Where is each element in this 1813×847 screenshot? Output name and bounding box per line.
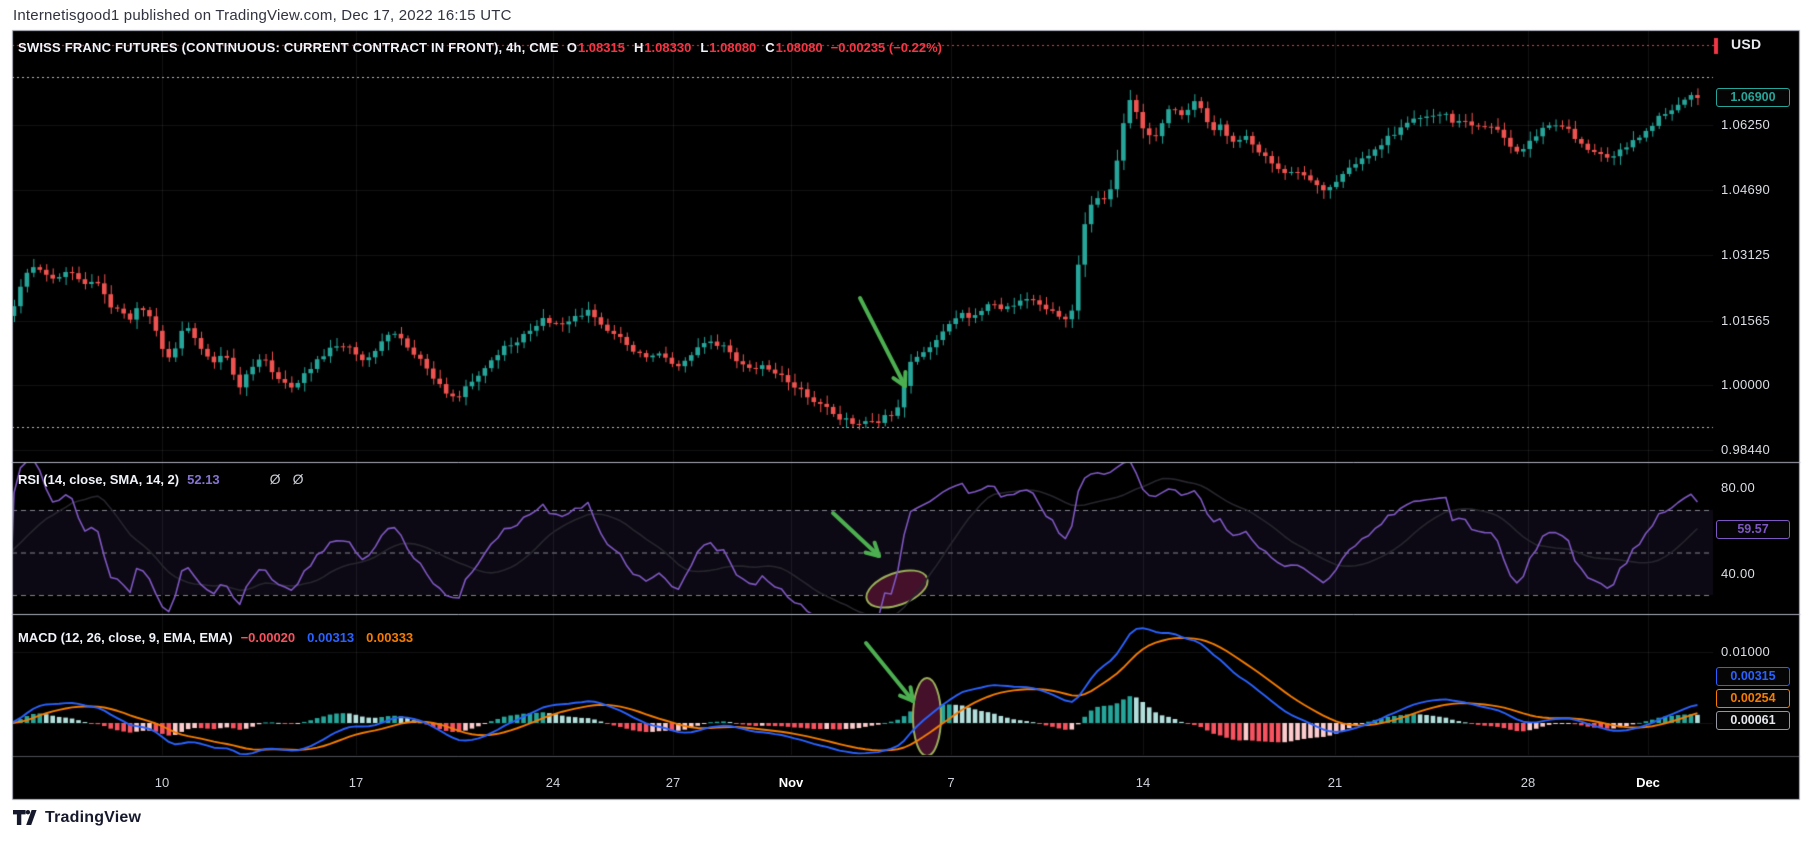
ohlc-item: L 1.08080 <box>700 40 756 55</box>
axis-price-label: 1.03125 <box>1721 247 1771 262</box>
macd-value: 0.00333 <box>366 630 414 645</box>
change-value: −0.00235 (−0.22%) <box>830 40 942 55</box>
ohlc-values: O 1.08315 H 1.08330 L 1.08080 C 1.08080 <box>567 40 823 55</box>
ohlc-number: 1.08330 <box>644 40 692 55</box>
macd-value: −0.00020 <box>240 630 296 645</box>
axis-price-label: 1.00000 <box>1721 377 1771 392</box>
macd-pane-legend: MACD (12, 26, close, 9, EMA, EMA) −0.000… <box>18 630 413 645</box>
ohlc-letter: H <box>633 40 644 55</box>
symbol-title: SWISS FRANC FUTURES (CONTINUOUS: CURRENT… <box>18 40 559 55</box>
ohlc-number: 1.08080 <box>775 40 823 55</box>
ohlc-letter: O <box>566 40 577 55</box>
ohlc-item: C 1.08080 <box>765 40 822 55</box>
axis-price-label: 1.06250 <box>1721 117 1771 132</box>
hidden-series-toggle-icon[interactable]: Ø <box>292 471 304 487</box>
rsi-label: RSI (14, close, SMA, 14, 2) <box>18 471 180 487</box>
axis-price-label: 0.98440 <box>1721 442 1771 457</box>
time-axis-label: 28 <box>1520 775 1536 790</box>
axis-value-badge: 0.00061 <box>1716 711 1790 730</box>
time-axis-label: Dec <box>1636 775 1660 790</box>
axis-value-badge: 1.06900 <box>1716 88 1790 107</box>
time-axis-label: 21 <box>1327 775 1343 790</box>
tradingview-logo-text: TradingView <box>45 809 142 826</box>
axis-price-label: 1.01565 <box>1721 313 1771 328</box>
time-axis-label: 24 <box>545 775 561 790</box>
ohlc-letter: L <box>700 40 709 55</box>
axis-price-label: 0.01000 <box>1721 644 1771 659</box>
axis-value-badge: 59.57 <box>1716 520 1790 539</box>
axis-currency-label: USD <box>1731 36 1762 52</box>
macd-label: MACD (12, 26, close, 9, EMA, EMA) <box>18 630 233 645</box>
time-axis-label: 17 <box>348 775 364 790</box>
axis-value-badge: 0.00254 <box>1716 689 1790 708</box>
time-axis-label: 27 <box>665 775 681 790</box>
tradingview-logo[interactable]: TradingView <box>13 809 141 827</box>
axis-price-label: 1.04690 <box>1721 182 1771 197</box>
axis-price-label: 80.00 <box>1721 480 1756 495</box>
price-pane-legend: SWISS FRANC FUTURES (CONTINUOUS: CURRENT… <box>18 40 942 55</box>
time-axis-label: 10 <box>154 775 170 790</box>
axis-price-label: 40.00 <box>1721 566 1756 581</box>
ohlc-number: 1.08080 <box>709 40 757 55</box>
macd-value: 0.00313 <box>307 630 355 645</box>
macd-values: −0.00020 0.00313 0.00333 <box>241 630 414 645</box>
time-axis-label: 14 <box>1135 775 1151 790</box>
tradingview-logo-icon <box>13 810 37 826</box>
axis-value-badge: 0.00315 <box>1716 667 1790 686</box>
time-axis-label: Nov <box>778 775 804 790</box>
ohlc-item: H 1.08330 <box>634 40 691 55</box>
time-axis-label: 7 <box>947 775 955 790</box>
ohlc-number: 1.08315 <box>577 40 625 55</box>
ohlc-letter: C <box>765 40 775 55</box>
hidden-series-toggle-icon[interactable]: Ø <box>269 471 281 487</box>
ohlc-item: O 1.08315 <box>567 40 625 55</box>
rsi-value: 52.13 <box>187 471 220 487</box>
